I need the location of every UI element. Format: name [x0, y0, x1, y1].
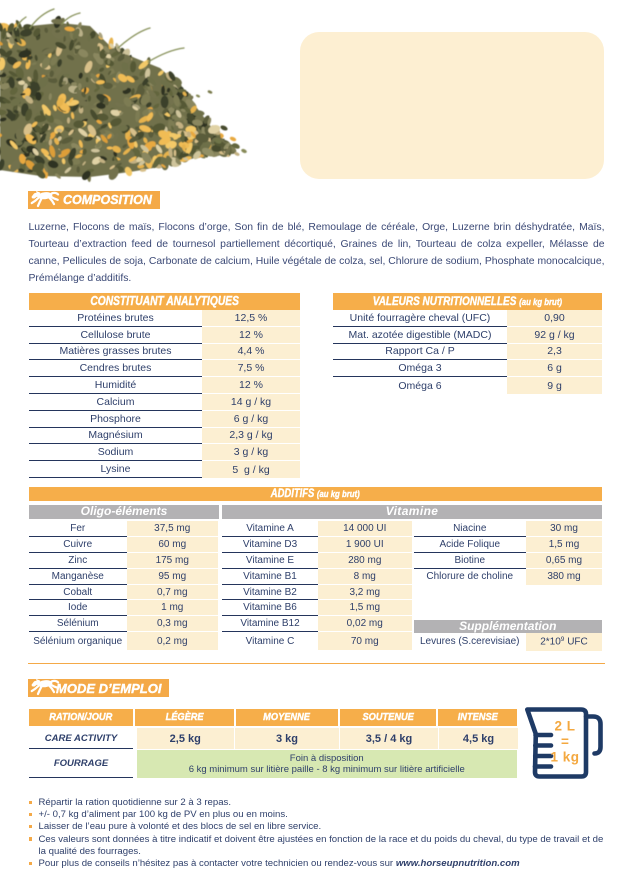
- svg-text:2 L: 2 L: [554, 719, 575, 734]
- svg-text:=: =: [561, 734, 569, 749]
- svg-text:1 kg: 1 kg: [550, 750, 579, 765]
